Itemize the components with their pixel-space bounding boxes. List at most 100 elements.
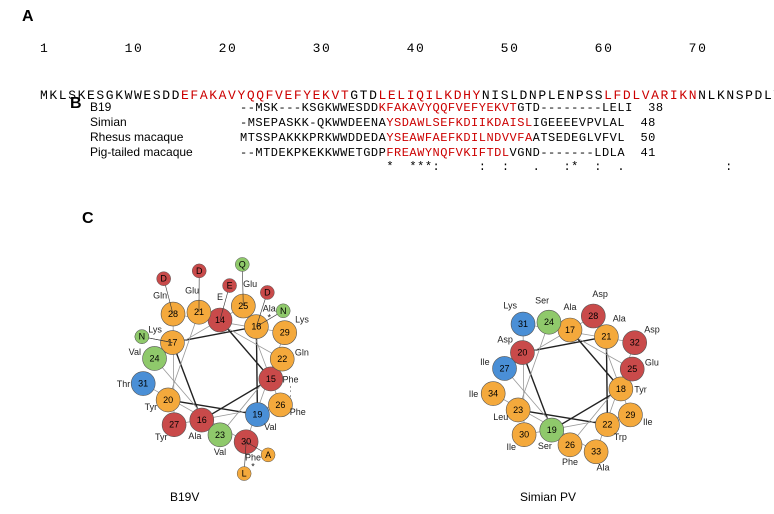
residue-number: 22 bbox=[277, 354, 287, 364]
align-endnum: 41 bbox=[625, 146, 656, 160]
residue-alt-label: Gln bbox=[295, 348, 309, 358]
align-post: VGND-------LDLA bbox=[510, 146, 626, 160]
align-mid: YSEAWFAEFKDILNDVVFA bbox=[386, 131, 532, 145]
residue-alt-label: Ala bbox=[563, 302, 576, 312]
residue-alt-label: Glu bbox=[185, 285, 199, 295]
align-post: IGEEEEVPVLAL bbox=[533, 116, 625, 130]
align-consensus: * ***: : : . :* : . : bbox=[90, 160, 733, 174]
residue-number: 23 bbox=[513, 405, 523, 415]
residue-number: 34 bbox=[488, 389, 498, 399]
residue-alt-label: Gln bbox=[153, 291, 167, 301]
residue-number: 19 bbox=[252, 410, 262, 420]
alt-residue-letter: L bbox=[242, 469, 247, 479]
align-pre: --MTDEKPKEKKWWETGDP bbox=[240, 146, 386, 160]
residue-alt-label: Ser bbox=[538, 441, 552, 451]
wheel-b19: 14E15Phe::16Ala17Lys18Ala*19Val20Tyr21Gl… bbox=[60, 200, 380, 490]
residue-number: 23 bbox=[215, 430, 225, 440]
panel-b-alignment: B19--MSK---KSGKWWESDDKFAKAVYQQFVEFYEKVTG… bbox=[90, 100, 733, 174]
residue-alt-label: Tyr bbox=[145, 402, 158, 412]
residue-number: 15 bbox=[266, 374, 276, 384]
residue-alt-label: Asp bbox=[592, 289, 608, 299]
align-endnum: 48 bbox=[625, 116, 656, 130]
residue-number: 17 bbox=[167, 338, 177, 348]
alt-residue-letter: D bbox=[264, 287, 271, 297]
residue-number: 28 bbox=[588, 311, 598, 321]
wheel-connector bbox=[606, 337, 607, 425]
residue-alt-label: Val bbox=[214, 447, 226, 457]
alt-residue-letter: D bbox=[160, 274, 167, 284]
residue-alt-label: Lys bbox=[295, 315, 309, 325]
residue-alt-label: * bbox=[251, 462, 255, 472]
residue-number: 22 bbox=[602, 420, 612, 430]
residue-alt-label: Ala bbox=[613, 313, 626, 323]
residue-alt-label: Ala bbox=[188, 431, 201, 441]
residue-alt-label: Ile bbox=[480, 357, 490, 367]
residue-number: 17 bbox=[565, 325, 575, 335]
wheel-connector bbox=[168, 400, 257, 415]
residue-alt-label: Tyr bbox=[155, 432, 168, 442]
residue-number: 27 bbox=[169, 420, 179, 430]
align-row: Pig-tailed macaque--MTDEKPKEKKWWETGDPFRE… bbox=[90, 145, 733, 160]
residue-number: 31 bbox=[138, 379, 148, 389]
residue-alt-label: Val bbox=[264, 422, 276, 432]
alt-residue-letter: A bbox=[265, 450, 271, 460]
residue-number: 20 bbox=[517, 348, 527, 358]
align-row: Simian-MSEPASKK-QKWWDEENAYSDAWLSEFKDIIKD… bbox=[90, 115, 733, 130]
residue-number: 19 bbox=[547, 425, 557, 435]
residue-number: 27 bbox=[500, 363, 510, 373]
align-post: GTD--------LELI bbox=[517, 101, 633, 115]
align-post: ATSEDEGLVFVL bbox=[533, 131, 625, 145]
wheel-connector bbox=[256, 327, 257, 415]
residue-number: 29 bbox=[280, 328, 290, 338]
residue-alt-label: Ala bbox=[596, 463, 609, 473]
align-endnum: 38 bbox=[633, 101, 664, 115]
residue-alt-label: Lys bbox=[503, 301, 517, 311]
wheel-connector bbox=[518, 410, 607, 425]
residue-number: 32 bbox=[630, 338, 640, 348]
align-pre: --MSK---KSGKWWESDD bbox=[240, 101, 379, 115]
residue-alt-label: Ile bbox=[469, 389, 479, 399]
residue-number: 24 bbox=[150, 353, 160, 363]
residue-number: 29 bbox=[625, 410, 635, 420]
residue-number: 26 bbox=[565, 440, 575, 450]
panel-a-label: A bbox=[22, 8, 34, 26]
align-pre: MTSSPAKKKPRKWWDDEDA bbox=[240, 131, 386, 145]
residue-alt-label: E bbox=[217, 292, 223, 302]
residue-alt-label: Ile bbox=[506, 442, 516, 452]
residue-alt-label: Lys bbox=[148, 325, 162, 335]
wheel-simian: 17Ala18Tyr19Ser20Asp21Ala22Trp23Leu24Ser… bbox=[410, 210, 710, 490]
alt-residue-letter: E bbox=[227, 281, 233, 291]
residue-number: 16 bbox=[197, 415, 207, 425]
residue-number: 31 bbox=[518, 319, 528, 329]
residue-alt-label: Ser bbox=[535, 295, 549, 305]
panel-b-label: B bbox=[70, 95, 82, 113]
alt-residue-letter: N bbox=[139, 332, 146, 342]
residue-alt-label: Val bbox=[129, 347, 141, 357]
residue-alt-label: Asp bbox=[644, 325, 660, 335]
residue-number: 30 bbox=[519, 430, 529, 440]
align-mid: FREAWYNQFVKIFTDL bbox=[386, 146, 509, 160]
residue-alt-label: Leu bbox=[493, 412, 508, 422]
residue-number: 18 bbox=[616, 384, 626, 394]
residue-number: 26 bbox=[275, 400, 285, 410]
align-row: Rhesus macaqueMTSSPAKKKPRKWWDDEDAYSEAWFA… bbox=[90, 130, 733, 145]
wheel-simian-title: Simian PV bbox=[520, 490, 576, 504]
align-endnum: 50 bbox=[625, 131, 656, 145]
residue-alt-label: Glu bbox=[243, 279, 257, 289]
align-name: B19 bbox=[90, 100, 240, 114]
residue-alt-label: Phe bbox=[562, 457, 578, 467]
align-name: Rhesus macaque bbox=[90, 130, 240, 144]
align-name: Simian bbox=[90, 115, 240, 129]
panel-a-ruler: 1 10 20 30 40 50 60 70 80 bbox=[40, 41, 774, 57]
residue-number: 21 bbox=[601, 332, 611, 342]
wheel-b19-title: B19V bbox=[170, 490, 199, 504]
residue-number: 33 bbox=[591, 447, 601, 457]
wheel-svg: 14E15Phe::16Ala17Lys18Ala*19Val20Tyr21Gl… bbox=[60, 200, 380, 490]
residue-number: 24 bbox=[544, 317, 554, 327]
residue-alt-label: Thr bbox=[117, 379, 131, 389]
alt-residue-letter: Q bbox=[239, 259, 246, 269]
wheel-svg: 17Ala18Tyr19Ser20Asp21Ala22Trp23Leu24Ser… bbox=[410, 210, 730, 500]
residue-alt-label: Tyr bbox=[634, 384, 647, 394]
align-mid: KFAKAVYQQFVEFYEKVT bbox=[379, 101, 518, 115]
residue-alt-label: Asp bbox=[497, 335, 513, 345]
